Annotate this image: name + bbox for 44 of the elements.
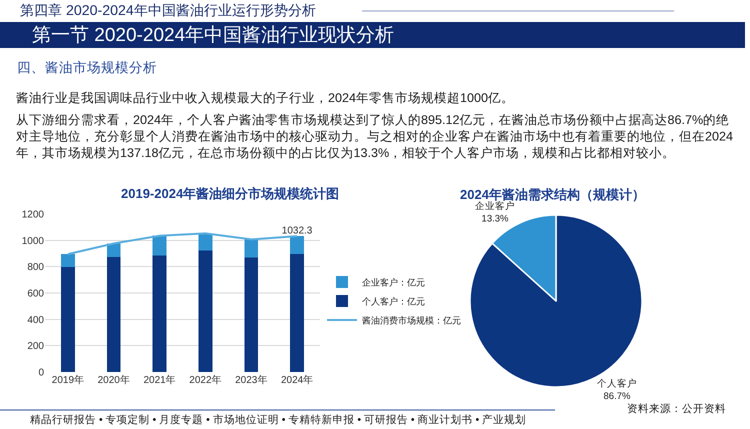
bar: [198, 233, 212, 250]
data-label: 1032.3: [282, 226, 313, 237]
legend-label: 酱油消费市场规模：亿元: [362, 316, 461, 326]
y-tick-label: 0: [38, 368, 44, 378]
x-tick-label: 2020年: [98, 374, 130, 386]
text: 酱油行业是我国调味品行业中收入规模最大的子行业，2024年零售市场规模超1000亿。: [16, 91, 514, 105]
y-tick-label: 1200: [22, 210, 44, 220]
y-tick-label: 1000: [22, 236, 44, 247]
legend-label: 企业客户：亿元: [362, 278, 425, 288]
text: 从下游细分需求看，2024年，个人客户酱油零售市场规模达到了惊人的895.12亿元，在酱油总市场份额中占据高达86.7%的绝对主导地位，充分彰显个人消费在酱油市场中的核心驱动力。与之相对的企业客户在酱油市场中也有着重要的地位，但在2024年，其市场规模为137.18亿元，在总市场份额中的占比仅为13.3%，相较于个人客户市场，规模和占比都相对较小。: [16, 112, 734, 160]
text: 资料来源：公开资料: [627, 402, 726, 415]
x-tick-label: 2022年: [189, 374, 222, 386]
bar: [106, 256, 121, 372]
bar: [290, 236, 304, 254]
y-tick-label: 600: [27, 288, 44, 300]
bar: [152, 236, 166, 256]
chart-title: 2024年酱油需求结构（规模计）: [460, 187, 645, 202]
bar: [198, 250, 212, 372]
data-label: 86.7%: [604, 390, 632, 402]
legend-label: 个人客户：亿元: [362, 296, 425, 307]
y-tick-label: 200: [27, 341, 44, 352]
bar: [152, 255, 166, 372]
data-label: 13.3%: [482, 213, 510, 224]
pie-slice: [469, 214, 643, 388]
bar: [244, 239, 258, 258]
bar: [106, 243, 121, 257]
line-series: [66, 232, 298, 256]
y-tick-label: 400: [27, 314, 44, 326]
slice-label: 企业客户: [475, 200, 516, 212]
text: 第四章 2020-2024年中国酱油行业运行形势分析: [20, 3, 316, 19]
slice-label: 个人客户: [596, 378, 637, 390]
x-tick-label: 2019年: [52, 374, 84, 386]
text: 第一节 2020-2024年中国酱油行业现状分析: [32, 25, 394, 46]
bar: [244, 257, 258, 372]
chart-title: 2019-2024年酱油细分市场规模统计图: [121, 186, 340, 201]
bar: [61, 267, 75, 372]
text: 精品行研报告 • 专项定制 • 月度专题 • 市场地位证明 • 专精特新申报 • 可研报告 • 商业计划书 • 产业规划: [30, 413, 526, 426]
x-tick-label: 2021年: [143, 374, 176, 386]
x-tick-label: 2024年: [280, 374, 314, 386]
y-tick-label: 800: [27, 262, 44, 274]
x-tick-label: 2023年: [235, 374, 268, 386]
bar: [290, 254, 304, 372]
bar: [61, 254, 75, 268]
text: 四、酱油市场规模分析: [17, 60, 157, 75]
